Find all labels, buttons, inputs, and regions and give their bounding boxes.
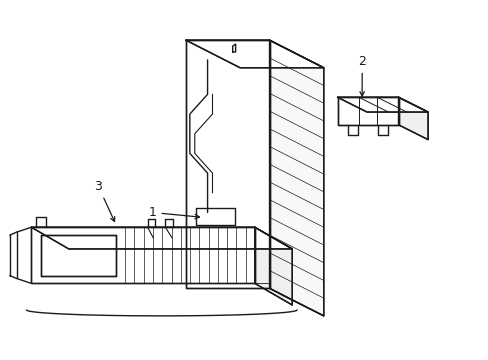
Polygon shape: [337, 97, 398, 125]
Text: 2: 2: [358, 55, 366, 96]
Polygon shape: [254, 227, 292, 305]
Polygon shape: [31, 227, 254, 283]
Polygon shape: [41, 235, 116, 275]
Polygon shape: [269, 40, 323, 316]
Polygon shape: [185, 40, 269, 288]
Polygon shape: [31, 227, 292, 249]
Text: 1: 1: [148, 206, 199, 219]
Polygon shape: [185, 40, 323, 68]
Text: 3: 3: [94, 180, 115, 221]
Polygon shape: [337, 97, 427, 112]
Polygon shape: [398, 97, 427, 140]
